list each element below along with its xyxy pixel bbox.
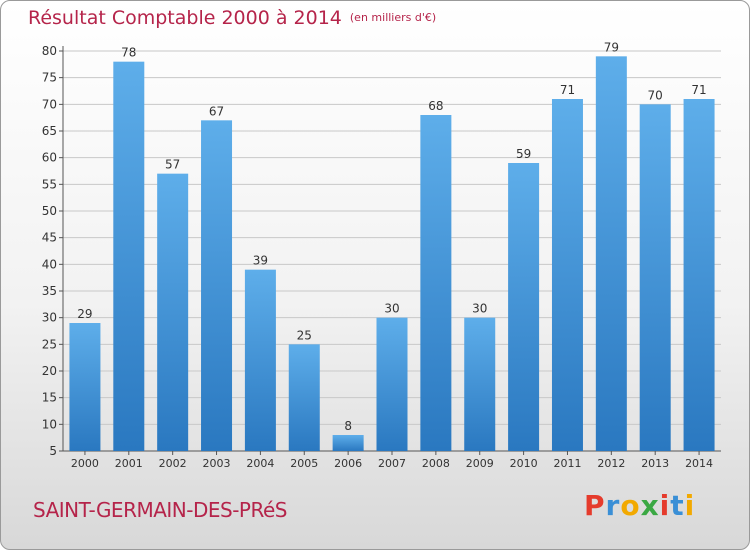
bar-2009 [464, 317, 496, 451]
proxiti-logo: Proxiti [584, 489, 695, 522]
y-tick-label: 15 [42, 391, 57, 405]
data-label-2004: 39 [253, 254, 268, 268]
logo-letter: x [640, 489, 660, 522]
logo-letter: P [584, 489, 606, 522]
data-label-2011: 71 [560, 83, 575, 97]
data-label-2008: 68 [428, 99, 443, 113]
chart-title: Résultat Comptable 2000 à 2014 (en millie… [28, 7, 436, 29]
data-label-2012: 79 [604, 40, 619, 54]
data-label-2000: 29 [77, 307, 92, 321]
x-tick-label-2005: 2005 [290, 457, 318, 470]
data-label-2006: 8 [344, 419, 352, 433]
data-label-2014: 71 [691, 83, 706, 97]
y-tick-label: 70 [42, 97, 57, 111]
y-tick-label: 5 [49, 444, 57, 458]
bar-2001 [113, 61, 145, 452]
logo-letter: t [670, 489, 685, 522]
bar-2014 [683, 99, 715, 451]
y-tick-label: 45 [42, 231, 57, 245]
y-tick-label: 65 [42, 124, 57, 138]
x-tick-label-2010: 2010 [510, 457, 538, 470]
y-tick-label: 80 [42, 44, 57, 58]
x-tick-label-2007: 2007 [378, 457, 406, 470]
x-tick-label-2000: 2000 [71, 457, 99, 470]
y-tick-label: 75 [42, 71, 57, 85]
x-tick-label-2012: 2012 [597, 457, 625, 470]
logo-letter: i [684, 489, 696, 522]
bar-2006 [332, 435, 364, 451]
y-tick-label: 35 [42, 284, 57, 298]
y-tick-label: 10 [42, 417, 57, 431]
commune-name: SAINT-GERMAIN-DES-PRéS [33, 498, 288, 522]
x-tick-label-2013: 2013 [641, 457, 669, 470]
x-tick-label-2001: 2001 [115, 457, 143, 470]
chart-subtitle: (en milliers d'€) [349, 11, 437, 24]
data-label-2013: 70 [648, 88, 663, 102]
y-tick-label: 60 [42, 151, 57, 165]
bar-2013 [639, 104, 671, 451]
data-label-2003: 67 [209, 104, 224, 118]
labels: 5 10 15 20 25 30 35 40 45 50 55 60 65 70 75 80 29 2000 78 2… [42, 40, 713, 470]
logo-letter: r [605, 489, 621, 522]
y-tick-label: 30 [42, 311, 57, 325]
bar-2008 [420, 115, 452, 451]
x-tick-label-2004: 2004 [246, 457, 274, 470]
x-tick-label-2009: 2009 [466, 457, 494, 470]
x-tick-label-2008: 2008 [422, 457, 450, 470]
bars [69, 56, 715, 452]
x-tick-label-2011: 2011 [553, 457, 581, 470]
bar-2012 [595, 56, 627, 451]
title-text: Résultat Comptable 2000 à 2014 [28, 7, 342, 29]
bar-2000 [69, 323, 101, 451]
y-tick-label: 20 [42, 364, 57, 378]
logo-letter: i [659, 489, 671, 522]
bar-2011 [551, 99, 583, 451]
data-label-2007: 30 [384, 302, 399, 316]
y-tick-label: 40 [42, 257, 57, 271]
bar-2002 [157, 173, 189, 451]
bar-2007 [376, 317, 408, 451]
data-label-2010: 59 [516, 147, 531, 161]
bar-2005 [288, 344, 320, 451]
data-label-2002: 57 [165, 158, 180, 172]
x-tick-label-2002: 2002 [159, 457, 187, 470]
x-tick-label-2003: 2003 [203, 457, 231, 470]
logo-letter: o [620, 489, 641, 522]
y-tick-label: 55 [42, 177, 57, 191]
bar-2004 [244, 269, 276, 451]
y-tick-label: 50 [42, 204, 57, 218]
data-label-2009: 30 [472, 302, 487, 316]
data-label-2005: 25 [297, 328, 312, 342]
y-tick-label: 25 [42, 337, 57, 351]
x-tick-label-2006: 2006 [334, 457, 362, 470]
bar-2003 [201, 120, 233, 451]
data-label-2001: 78 [121, 46, 136, 60]
bar-2010 [508, 163, 540, 451]
x-tick-label-2014: 2014 [685, 457, 713, 470]
